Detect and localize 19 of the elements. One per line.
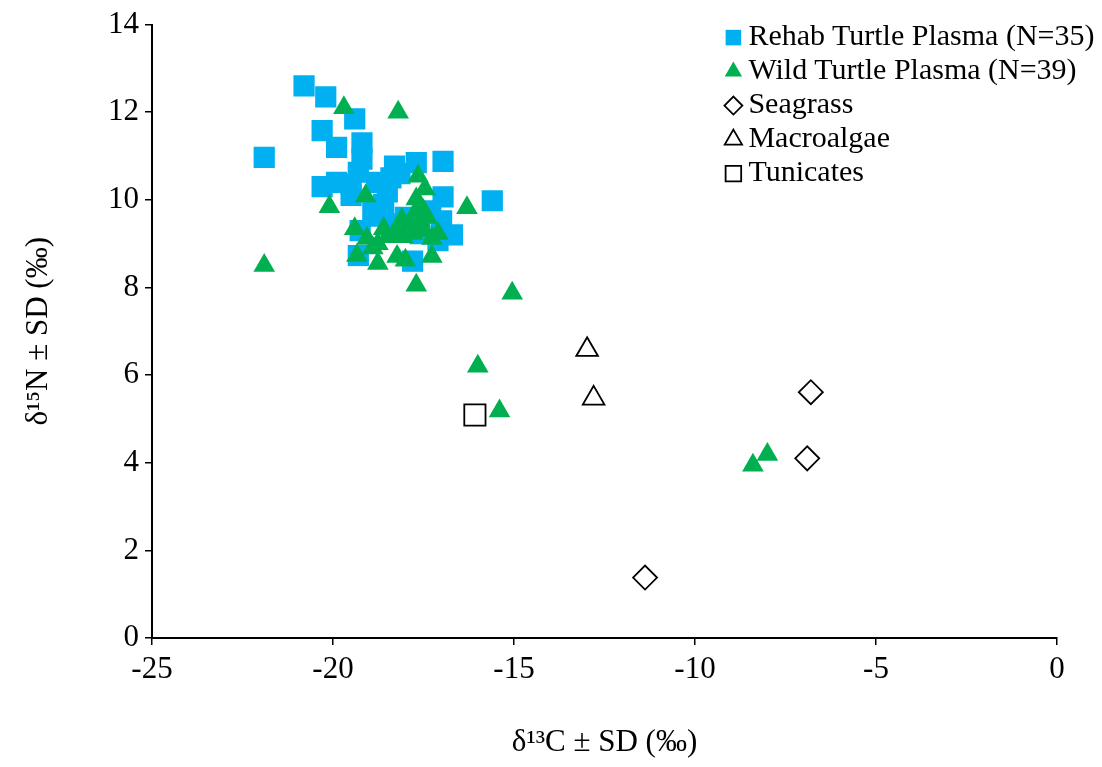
x-axis-title: δ¹³C ± SD (‰): [511, 722, 698, 758]
y-tick-label: 14: [108, 4, 140, 40]
legend-label: Seagrass: [748, 86, 854, 120]
y-axis-title: δ¹⁵N ± SD (‰): [18, 236, 54, 426]
x-tick-label: 0: [1049, 649, 1065, 685]
y-tick-label: 10: [108, 180, 139, 215]
y-tick-label: 8: [123, 267, 139, 303]
legend-label: Rehab Turtle Plasma (N=35): [748, 18, 1095, 53]
x-tick-label: -5: [863, 649, 889, 685]
x-tick-label: -15: [493, 649, 535, 685]
x-tick-label: -10: [674, 649, 716, 685]
y-tick-label: 12: [108, 92, 139, 128]
y-tick-label: 6: [123, 355, 139, 391]
y-tick-label: 2: [123, 530, 139, 566]
legend-label: Wild Turtle Plasma (N=39): [748, 52, 1077, 87]
y-tick-label: 4: [123, 442, 140, 478]
x-tick-label: -20: [312, 649, 354, 685]
legend-label: Tunicates: [748, 154, 864, 188]
legend-label: Macroalgae: [748, 120, 890, 154]
